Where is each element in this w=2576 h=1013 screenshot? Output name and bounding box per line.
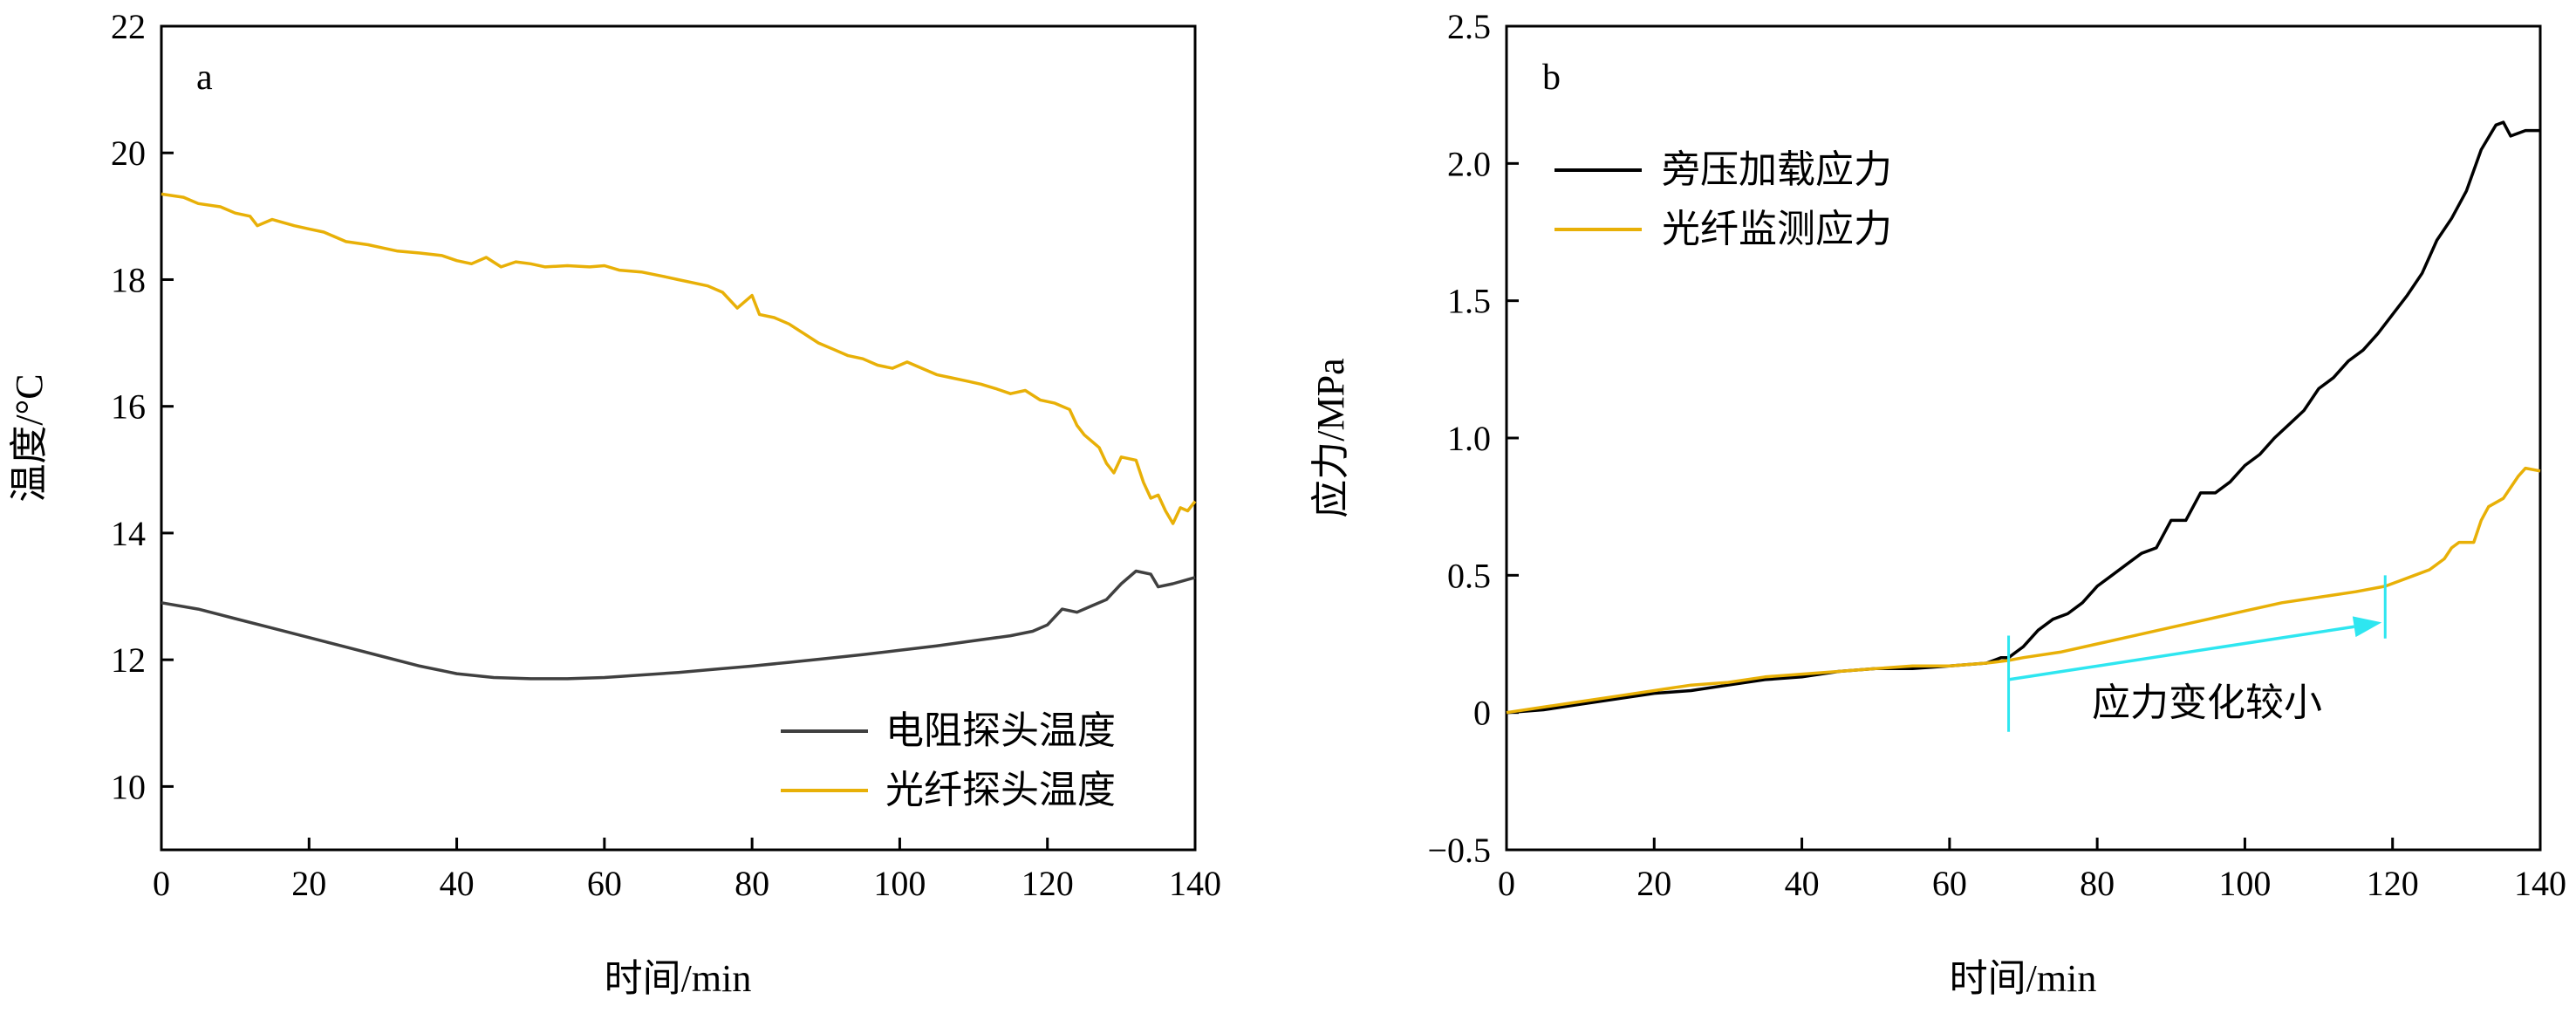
legend-label-loading-stress: 旁压加载应力 [1662, 148, 1892, 191]
x-tick-label: 60 [1932, 864, 1967, 903]
x-tick-label: 40 [1785, 864, 1820, 903]
series-line-2 [1506, 466, 2541, 715]
annotation-label: 应力变化较小 [2092, 681, 2322, 724]
panel-b-label: b [1542, 58, 1561, 98]
panel-a-label: a [196, 58, 213, 98]
series-line-1 [161, 569, 1196, 681]
panel-a-y-axis-title: 温度/°C [8, 373, 51, 502]
y-tick-label: 12 [111, 640, 146, 680]
panel-b-x-axis: 0 20 40 60 80 100 120 140 [1498, 838, 2566, 903]
annotation-arrow-shaft [2008, 625, 2354, 681]
legend-label-fiber-temp: 光纤探头温度 [885, 769, 1116, 811]
x-tick-label: 0 [153, 864, 170, 903]
y-tick-label: 22 [111, 7, 146, 46]
y-tick-label: 20 [111, 133, 146, 173]
y-tick-label: 14 [111, 514, 146, 553]
x-tick-label: 140 [2514, 864, 2566, 903]
x-tick-label: 140 [1169, 864, 1221, 903]
legend-label-resistance: 电阻探头温度 [885, 709, 1116, 752]
x-tick-label: 100 [2218, 864, 2271, 903]
panel-a-legend: 电阻探头温度 光纤探头温度 [781, 709, 1116, 811]
x-tick-label: 100 [873, 864, 926, 903]
y-tick-label: 0 [1473, 694, 1491, 733]
panel-a-y-axis: 10 12 14 16 18 20 22 [111, 7, 174, 806]
panel-a-chart: 0 20 40 60 80 100 120 140 10 12 14 16 18 20 22 a 时间/m… [8, 7, 1221, 1000]
x-tick-label: 20 [1636, 864, 1671, 903]
x-tick-label: 120 [2367, 864, 2419, 903]
x-tick-label: 20 [291, 864, 326, 903]
panel-b-annotation [2007, 575, 2387, 732]
x-tick-label: 80 [2080, 864, 2115, 903]
y-tick-label: 16 [111, 387, 146, 427]
x-tick-label: 60 [587, 864, 622, 903]
panel-b-legend: 旁压加载应力 光纤监测应力 [1554, 148, 1892, 250]
panel-b-y-axis-title: 应力/MPa [1309, 358, 1352, 517]
panel-a-x-axis-title: 时间/min [605, 957, 752, 1000]
y-tick-label: 2.5 [1447, 7, 1491, 46]
y-tick-label: 1.0 [1447, 419, 1491, 458]
panel-a-frame [160, 24, 1197, 852]
x-tick-label: 80 [735, 864, 769, 903]
x-tick-label: 0 [1498, 864, 1515, 903]
panel-b-y-axis: −0.5 0 0.5 1.0 1.5 2.0 2.5 [1427, 7, 1519, 870]
y-tick-label: 1.5 [1447, 282, 1491, 321]
y-tick-label: 2.0 [1447, 144, 1491, 183]
series-line-2 [161, 192, 1197, 525]
y-tick-label: 18 [111, 260, 146, 299]
y-tick-label: 0.5 [1447, 556, 1491, 595]
legend-label-fiber-stress: 光纤监测应力 [1662, 208, 1892, 250]
y-tick-label: 10 [111, 767, 146, 806]
panel-a-series [161, 192, 1197, 681]
x-tick-label: 40 [440, 864, 475, 903]
panel-b-x-axis-title: 时间/min [1950, 957, 2097, 1000]
panel-a-x-axis: 0 20 40 60 80 100 120 140 [153, 838, 1221, 903]
panel-b-chart: 0 20 40 60 80 100 120 140 −0.500.51.01.52.02.5 … [1309, 7, 2566, 1000]
panel-b-series [1506, 120, 2541, 715]
y-tick-label: −0.5 [1427, 831, 1491, 870]
x-tick-label: 120 [1022, 864, 1074, 903]
annotation-arrow-head [2352, 616, 2382, 638]
